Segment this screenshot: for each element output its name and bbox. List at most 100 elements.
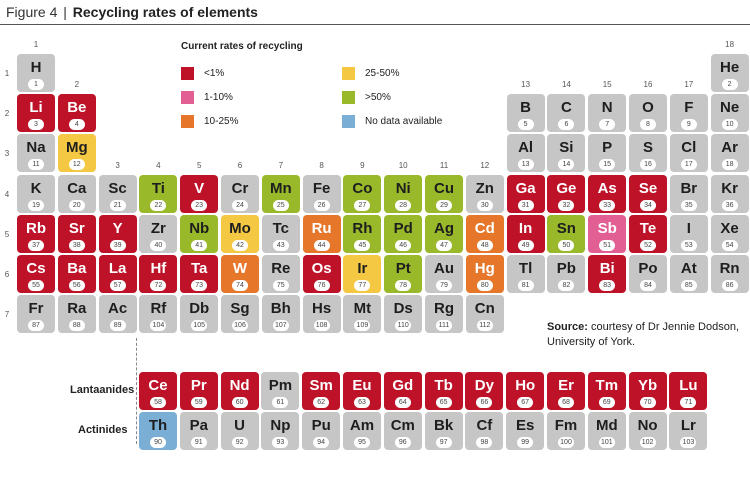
period-label: 1 [4,69,10,78]
element-symbol: P [602,139,613,157]
source-text: courtesy of Dr Jennie Dodson, University… [547,321,739,348]
atomic-number: 50 [558,239,575,251]
atomic-number: 59 [190,397,207,408]
element-symbol: Np [270,417,291,434]
element-cell-w: W 74 [221,255,259,293]
element-cell-am: Am 95 [343,412,381,450]
group-label: 5 [196,160,202,170]
group-label: 4 [156,160,161,170]
element-symbol: Re [271,260,291,277]
atomic-number: 19 [28,199,44,211]
period-label: 3 [4,149,10,159]
element-cell-li: Li 3 [17,94,55,133]
atomic-number: 108 [313,320,330,332]
element-symbol: Ga [515,179,536,197]
atomic-number: 18 [721,159,738,171]
element-cell-u: U 92 [220,412,259,450]
atomic-number: 105 [191,320,208,332]
atomic-number: 84 [640,280,656,291]
atomic-number: 102 [639,437,656,448]
element-cell-pd: Pd 46 [384,214,423,253]
element-symbol: Zn [475,179,494,197]
atomic-number: 79 [436,280,452,291]
atomic-number: 22 [150,199,167,211]
atomic-number: 100 [558,437,574,448]
element-cell-hs: Hs 108 [302,295,341,334]
atomic-number: 16 [640,159,656,171]
element-cell-tm: Tm 69 [587,372,626,410]
element-cell-dy: Dy 66 [465,372,504,410]
atomic-number: 9 [680,119,697,131]
atomic-number: 42 [232,239,248,251]
element-cell-ca: Ca 20 [57,174,96,213]
element-symbol: S [642,139,653,157]
element-cell-se: Se 34 [629,174,667,213]
element-symbol: Sg [230,300,250,318]
atomic-number: 90 [150,437,166,448]
element-symbol: Pb [556,260,576,277]
element-symbol: Po [638,260,658,277]
element-symbol: Bh [270,300,291,318]
element-symbol: Fm [554,417,578,434]
atomic-number: 72 [150,280,167,291]
legend-item: <1% [181,67,224,80]
figure-number: Figure 4 [6,4,58,20]
element-cell-rh: Rh 45 [343,214,382,253]
group-label: 16 [643,80,653,90]
legend-item: 1-10% [181,91,233,104]
atomic-number: 103 [680,437,697,448]
element-symbol: Fr [28,300,44,318]
element-cell-tc: Tc 43 [261,214,300,253]
atomic-number: 64 [394,397,411,408]
element-symbol: Al [518,139,534,157]
atomic-number: 40 [150,239,167,251]
element-cell-cd: Cd 48 [465,214,504,253]
atomic-number: 29 [436,199,452,211]
element-symbol: Ni [395,179,411,197]
atomic-number: 48 [476,239,493,251]
element-symbol: As [597,179,617,197]
element-cell-sm: Sm 62 [302,372,341,410]
atomic-number: 30 [476,199,493,211]
element-cell-bh: Bh 107 [261,295,300,334]
atomic-number: 97 [435,437,452,448]
title-divider [0,24,750,25]
element-symbol: He [720,59,740,76]
element-symbol: Cd [474,219,495,237]
element-cell-po: Po 84 [629,255,667,293]
atomic-number: 4 [68,119,85,131]
element-cell-ds: Ds 110 [384,295,423,334]
element-cell-hg: Hg 80 [465,255,504,293]
atomic-number: 81 [517,280,534,291]
element-symbol: Lr [680,417,696,434]
atomic-number: 69 [598,397,615,408]
legend-swatch [181,91,194,104]
element-cell-fr: Fr 87 [17,295,55,334]
element-cell-cn: Cn 112 [465,295,504,334]
atomic-number: 63 [354,397,370,408]
element-symbol: Mg [65,139,88,157]
element-symbol: Mt [353,300,372,318]
group-label: 15 [602,80,612,90]
atomic-number: 43 [272,239,289,251]
element-cell-au: Au 79 [425,255,463,293]
element-cell-fe: Fe 26 [302,174,341,213]
atomic-number: 39 [109,239,126,251]
element-symbol: Pd [393,219,413,237]
atomic-number: 24 [232,199,248,211]
atomic-number: 66 [476,397,493,408]
legend-label: 25-50% [365,68,400,80]
atomic-number: 46 [395,239,412,251]
element-cell-la: La 57 [98,255,137,293]
element-cell-ag: Ag 47 [425,214,463,253]
element-symbol: Zr [150,219,166,237]
atomic-number: 62 [313,397,330,408]
atomic-number: 57 [109,280,126,291]
atomic-number: 28 [395,199,412,211]
atomic-number: 106 [232,320,248,332]
title-separator: | [63,4,67,20]
element-symbol: F [684,99,694,117]
